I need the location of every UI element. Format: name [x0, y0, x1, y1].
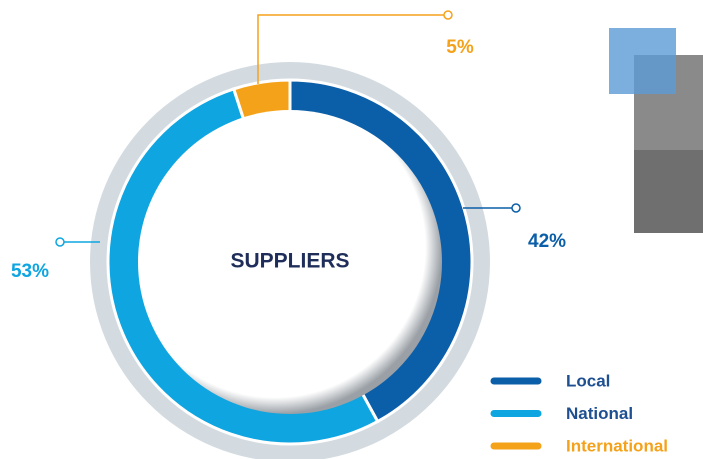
leader-dot [56, 238, 64, 246]
legend-label: International [566, 436, 668, 455]
leader-dot [512, 204, 520, 212]
photo-ground [634, 150, 703, 233]
legend-label: Local [566, 371, 610, 390]
value-label: 53% [11, 261, 49, 282]
value-label: 5% [446, 37, 474, 58]
center-label: SUPPLIERS [230, 250, 349, 273]
legend-label: National [566, 404, 633, 423]
chart: SUPPLIERS 42% 53% 5% Local National Internati… [0, 0, 703, 459]
photo-accent [609, 28, 676, 94]
page: {"chart_data": {"type": "pie", "title": … [0, 0, 703, 459]
leader-dot [444, 11, 452, 19]
value-label: 42% [528, 231, 566, 252]
